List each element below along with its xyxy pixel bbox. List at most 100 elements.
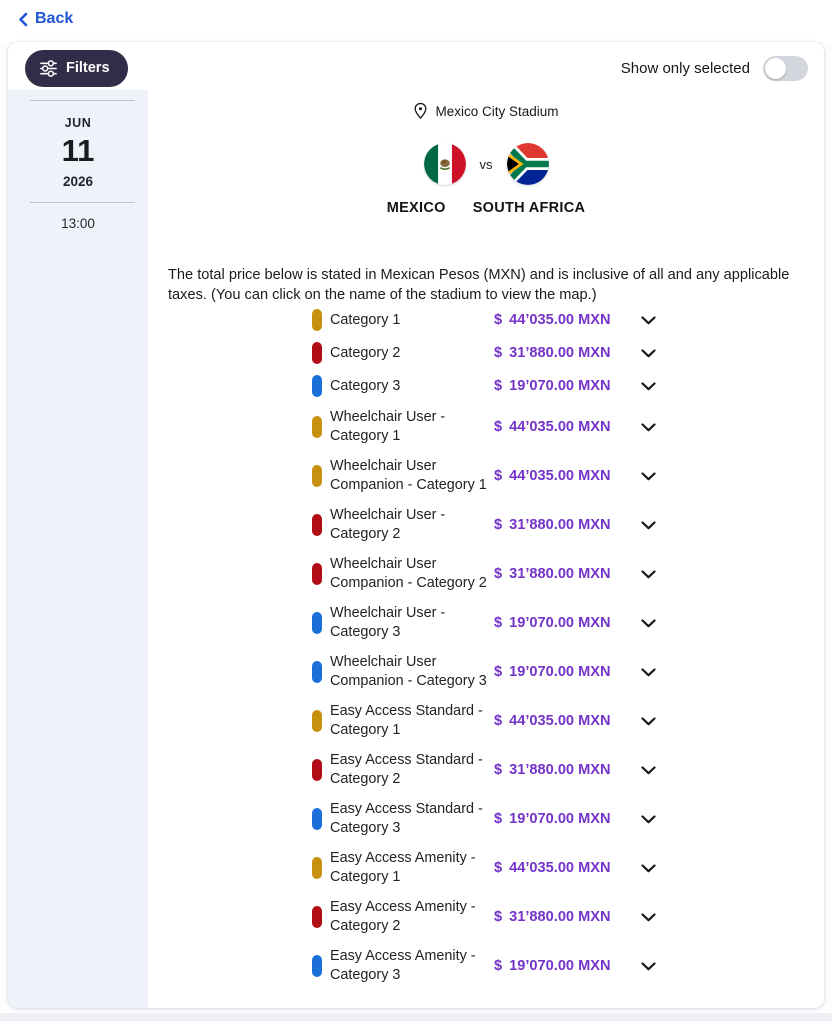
ticket-price: $ 31’880.00 MXN	[494, 909, 626, 925]
ticket-row[interactable]: Easy Access Standard - Category 3 $ 19’0…	[312, 800, 660, 838]
chevron-down-icon[interactable]	[636, 471, 660, 481]
ticket-row[interactable]: Easy Access Standard - Category 2 $ 31’8…	[312, 751, 660, 789]
teams-row: MEXICO SOUTH AFRICA	[168, 200, 804, 216]
price-amount: 31’880.00 MXN	[509, 517, 611, 533]
chevron-down-icon[interactable]	[636, 520, 660, 530]
price-symbol: $	[494, 762, 503, 778]
price-amount: 44’035.00 MXN	[509, 468, 611, 484]
price-symbol: $	[494, 615, 503, 631]
ticket-list: Category 1 $ 44’035.00 MXN Category 2 $ …	[312, 309, 660, 985]
page-bottom-strip	[0, 1013, 832, 1021]
ticket-row[interactable]: Category 1 $ 44’035.00 MXN	[312, 309, 660, 331]
chevron-down-icon[interactable]	[636, 348, 660, 358]
chevron-down-icon[interactable]	[636, 765, 660, 775]
ticket-category-label: Easy Access Standard - Category 3	[330, 801, 483, 836]
ticket-row[interactable]: Wheelchair User - Category 3 $ 19’070.00…	[312, 604, 660, 642]
south-africa-flag-icon	[506, 143, 549, 185]
ticket-price: $ 19’070.00 MXN	[494, 811, 626, 827]
chevron-down-icon[interactable]	[636, 667, 660, 677]
ticket-row[interactable]: Easy Access Amenity - Category 2 $ 31’88…	[312, 898, 660, 936]
chevron-down-icon[interactable]	[636, 912, 660, 922]
category-color-pill	[312, 563, 322, 585]
price-amount: 44’035.00 MXN	[509, 860, 611, 876]
ticket-category-label: Wheelchair User Companion - Category 3	[330, 654, 487, 689]
chevron-down-icon[interactable]	[636, 381, 660, 391]
date-year: 2026	[62, 174, 94, 189]
ticket-row[interactable]: Category 3 $ 19’070.00 MXN	[312, 375, 660, 397]
ticket-price: $ 19’070.00 MXN	[494, 378, 626, 394]
date-day: 11	[61, 133, 95, 168]
filters-label: Filters	[66, 60, 110, 76]
ticket-category-label: Wheelchair User - Category 1	[330, 409, 446, 444]
ticket-row[interactable]: Easy Access Amenity - Category 1 $ 44’03…	[312, 849, 660, 887]
ticket-price: $ 44’035.00 MXN	[494, 860, 626, 876]
show-only-selected-control: Show only selected	[620, 55, 808, 81]
date-month: JUN	[64, 116, 92, 130]
show-only-selected-label: Show only selected	[620, 59, 750, 77]
ticket-row[interactable]: Wheelchair User - Category 1 $ 44’035.00…	[312, 408, 660, 446]
category-color-pill	[312, 612, 322, 634]
ticket-price: $ 31’880.00 MXN	[494, 345, 626, 361]
chevron-left-icon	[18, 12, 28, 27]
category-color-pill	[312, 465, 322, 487]
price-amount: 19’070.00 MXN	[509, 958, 611, 974]
ticket-row[interactable]: Wheelchair User Companion - Category 3 $…	[312, 653, 660, 691]
price-amount: 31’880.00 MXN	[509, 345, 611, 361]
ticket-category-label: Easy Access Standard - Category 1	[330, 703, 483, 738]
ticket-category-label: Wheelchair User - Category 2	[330, 507, 446, 542]
away-team-name: SOUTH AFRICA	[472, 200, 586, 216]
category-color-pill	[312, 514, 322, 536]
category-color-pill	[312, 710, 322, 732]
show-only-selected-toggle[interactable]	[763, 55, 808, 81]
ticket-price: $ 19’070.00 MXN	[494, 958, 626, 974]
match-date: JUN 11 2026	[8, 116, 148, 189]
ticket-price: $ 19’070.00 MXN	[494, 615, 626, 631]
price-symbol: $	[494, 378, 503, 394]
ticket-row[interactable]: Easy Access Amenity - Category 3 $ 19’07…	[312, 947, 660, 985]
price-symbol: $	[494, 345, 503, 361]
chevron-down-icon[interactable]	[636, 618, 660, 628]
price-symbol: $	[494, 566, 503, 582]
ticket-row[interactable]: Wheelchair User Companion - Category 1 $…	[312, 457, 660, 495]
chevron-down-icon[interactable]	[636, 569, 660, 579]
price-amount: 19’070.00 MXN	[509, 378, 611, 394]
chevron-down-icon[interactable]	[636, 422, 660, 432]
ticket-category-label: Wheelchair User Companion - Category 1	[330, 458, 487, 493]
back-button[interactable]: Back	[18, 10, 73, 28]
chevron-down-icon[interactable]	[636, 315, 660, 325]
filters-button[interactable]: Filters	[25, 49, 128, 87]
chevron-down-icon[interactable]	[636, 863, 660, 873]
category-color-pill	[312, 955, 322, 977]
chevron-down-icon[interactable]	[636, 961, 660, 971]
category-color-pill	[312, 857, 322, 879]
ticket-price: $ 44’035.00 MXN	[494, 468, 626, 484]
ticket-row[interactable]: Category 2 $ 31’880.00 MXN	[312, 342, 660, 364]
ticket-price: $ 44’035.00 MXN	[494, 713, 626, 729]
category-color-pill	[312, 375, 322, 397]
ticket-price: $ 31’880.00 MXN	[494, 517, 626, 533]
ticket-row[interactable]: Wheelchair User - Category 2 $ 31’880.00…	[312, 506, 660, 544]
price-symbol: $	[494, 958, 503, 974]
chevron-down-icon[interactable]	[636, 814, 660, 824]
event-card: Filters Show only selected JUN 11 2026 1…	[8, 42, 824, 1008]
ticket-row[interactable]: Wheelchair User Companion - Category 2 $…	[312, 555, 660, 593]
ticket-category-label: Category 1	[330, 311, 401, 328]
price-symbol: $	[494, 664, 503, 680]
stadium-name-link[interactable]: Mexico City Stadium	[435, 103, 559, 119]
price-symbol: $	[494, 811, 503, 827]
home-team-name: MEXICO	[386, 200, 446, 216]
sidebar-divider	[30, 202, 135, 203]
chevron-down-icon[interactable]	[636, 716, 660, 726]
ticket-category-label: Easy Access Amenity - Category 2	[330, 899, 476, 934]
price-notice-text: The total price below is stated in Mexic…	[168, 267, 790, 303]
match-time: 13:00	[61, 216, 95, 231]
ticket-category-label: Category 2	[330, 344, 401, 361]
toggle-knob	[765, 57, 786, 79]
ticket-price: $ 31’880.00 MXN	[494, 762, 626, 778]
price-amount: 19’070.00 MXN	[509, 664, 611, 680]
ticket-row[interactable]: Easy Access Standard - Category 1 $ 44’0…	[312, 702, 660, 740]
category-color-pill	[312, 661, 322, 683]
price-symbol: $	[494, 713, 503, 729]
ticket-category-label: Easy Access Standard - Category 2	[330, 752, 483, 787]
price-amount: 31’880.00 MXN	[509, 566, 611, 582]
